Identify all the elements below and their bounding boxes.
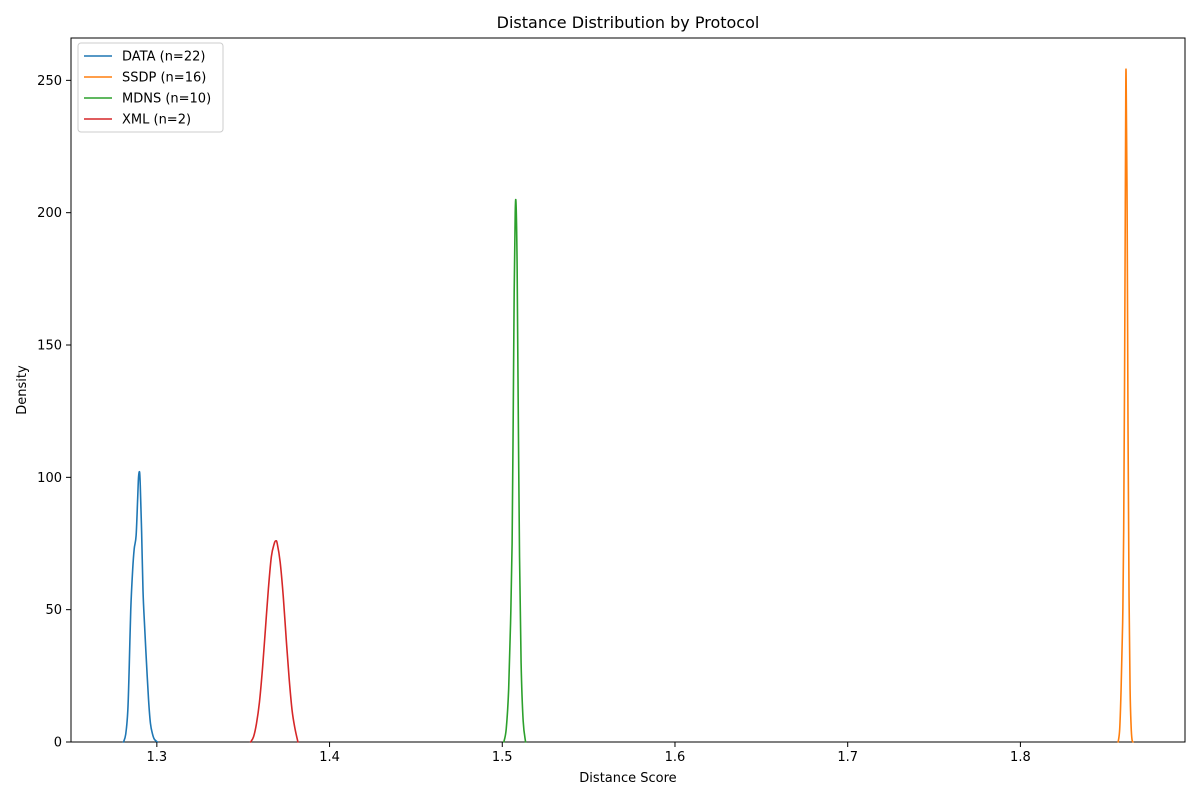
chart-title: Distance Distribution by Protocol: [497, 13, 760, 32]
x-tick-label: 1.3: [146, 750, 167, 765]
x-axis: 1.3 1.4 1.5 1.6 1.7 1.8: [146, 742, 1031, 765]
x-tick-label: 1.5: [492, 750, 513, 765]
x-tick-label: 1.8: [1010, 750, 1031, 765]
plot-frame: [70, 37, 1186, 743]
legend-label-data: DATA (n=22): [122, 50, 205, 65]
x-tick-label: 1.7: [837, 750, 858, 765]
y-tick-label: 0: [54, 736, 62, 751]
legend-label-mdns: MDNS (n=10): [122, 92, 211, 107]
y-tick-label: 200: [37, 206, 62, 221]
y-tick-label: 150: [37, 339, 62, 354]
legend-label-xml: XML (n=2): [122, 113, 191, 128]
y-axis: 0 50 100 150 200 250: [37, 74, 71, 751]
legend: DATA (n=22) SSDP (n=16) MDNS (n=10) XML (n=…: [77, 42, 224, 133]
plot-area: 1.3 1.4 1.5 1.6 1.7 1.8 0 50 100 150 200 250: [37, 37, 1186, 765]
y-tick-label: 50: [45, 603, 62, 618]
y-axis-title: Density: [15, 365, 30, 415]
legend-box: [77, 42, 224, 133]
y-tick-label: 250: [37, 74, 62, 89]
series-line-ssdp: [1117, 68, 1134, 743]
series-layer: [122, 68, 1134, 743]
x-tick-label: 1.4: [319, 750, 340, 765]
series-line-mdns: [503, 198, 527, 743]
x-axis-title: Distance Score: [579, 771, 676, 786]
legend-items: DATA (n=22) SSDP (n=16) MDNS (n=10) XML (n=…: [84, 50, 211, 128]
legend-label-ssdp: SSDP (n=16): [122, 71, 206, 86]
series-line-xml: [249, 539, 299, 743]
y-tick-label: 100: [37, 471, 62, 486]
series-line-data: [122, 470, 159, 743]
x-tick-label: 1.6: [665, 750, 686, 765]
